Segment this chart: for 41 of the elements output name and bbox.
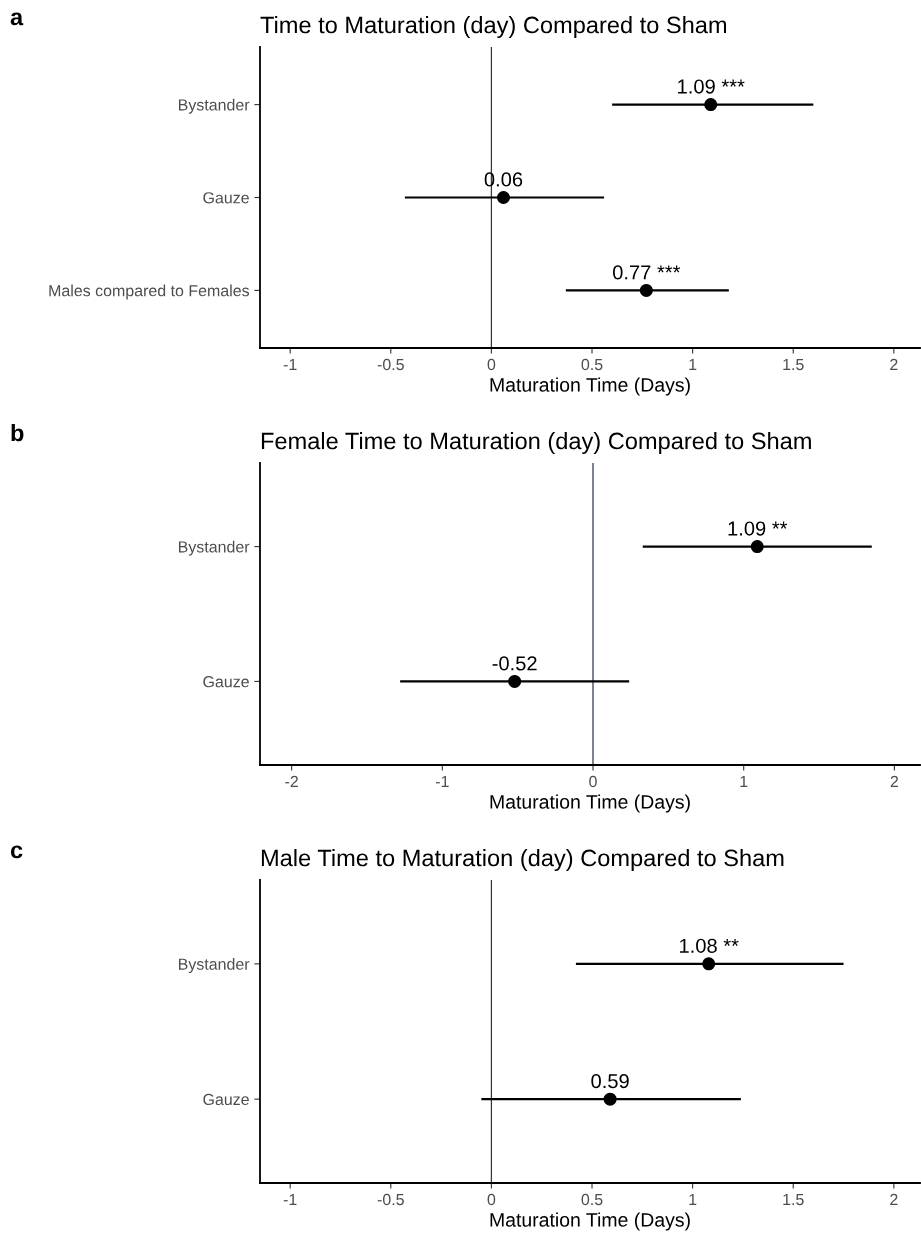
x-tick-label: 1.5 [783, 359, 804, 371]
x-tick-label: -0.5 [377, 358, 404, 371]
y-tick-label: Gauze [203, 676, 249, 688]
y-tick-label: Bystander [178, 98, 250, 114]
x-tick-label: 0 [487, 358, 496, 371]
x-tick-label: 1 [689, 1194, 697, 1205]
x-tick-label: 1.5 [783, 1194, 804, 1206]
x-tick-label: 1 [689, 359, 697, 370]
x-axis-title: Maturation Time (Days) [490, 377, 690, 396]
data-label: 1.09 *** [678, 79, 745, 94]
y-tick-label: Bystander [178, 958, 250, 973]
data-label: 0.77 *** [612, 265, 681, 280]
y-tick-label: Bystander [178, 540, 250, 556]
text: c [10, 845, 23, 859]
x-axis-title: Maturation Time (Days) [490, 1212, 690, 1231]
x-tick-label: -1 [283, 359, 297, 370]
x-tick-label: 0 [589, 775, 597, 788]
x-tick-label: 0 [487, 1193, 496, 1206]
x-tick-label: 1 [740, 776, 748, 787]
x-axis-title: Maturation Time (Days) [490, 794, 690, 813]
x-tick-label: 2 [890, 358, 898, 370]
y-tick-label: Gauze [203, 192, 249, 204]
chart-title: Female Time to Maturation (day) Compared to Sham [261, 432, 811, 455]
data-label: 0.59 [591, 1073, 629, 1089]
text: b [11, 423, 24, 442]
x-tick-label: -0.5 [377, 1193, 404, 1206]
chart-title: Male Time to Maturation (day) Compared to Sham [261, 849, 784, 872]
data-label: 1.09 ** [728, 521, 788, 536]
y-tick-label: Males compared to Females [49, 284, 250, 300]
x-tick-label: 2 [890, 1193, 898, 1205]
x-tick-label: -2 [285, 775, 298, 787]
x-tick-label: -1 [283, 1194, 297, 1205]
data-label: 1.08 ** [680, 938, 739, 953]
y-tick-label: Gauze [203, 1093, 249, 1106]
x-tick-label: 0.5 [581, 358, 603, 371]
data-label: -0.52 [492, 656, 537, 671]
text: a [10, 12, 24, 26]
chart-title: Time to Maturation (day) Compared to Sham [260, 16, 727, 39]
x-tick-label: 0.5 [581, 1193, 603, 1206]
x-tick-label: 2 [890, 775, 899, 787]
x-tick-label: -1 [435, 776, 449, 787]
